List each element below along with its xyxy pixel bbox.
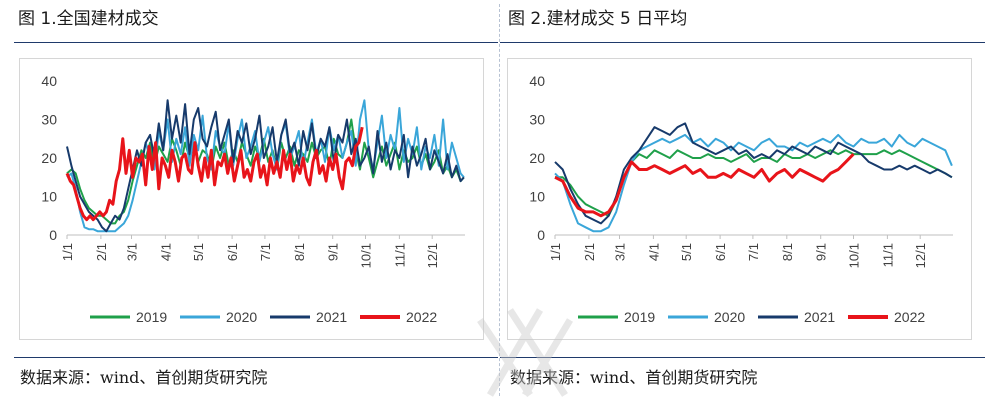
panel-1-source-rule — [14, 357, 498, 358]
y-tick-label: 40 — [529, 73, 545, 89]
x-tick-label: 6/1 — [713, 243, 728, 261]
y-tick-label: 10 — [529, 189, 545, 205]
x-tick-label: 6/1 — [225, 243, 240, 261]
x-tick-label: 4/1 — [646, 243, 661, 261]
x-tick-label: 11/1 — [392, 243, 407, 267]
x-tick-label: 5/1 — [679, 243, 694, 261]
y-tick-label: 0 — [537, 227, 545, 243]
panel-2-source-rule — [500, 357, 985, 358]
panel-1-top-rule — [14, 42, 498, 43]
series-line-2020 — [554, 133, 953, 233]
x-tick-label: 2/1 — [582, 243, 597, 261]
panel-2-source: 数据来源：wind、首创期货研究院 — [510, 368, 758, 387]
y-tick-label: 40 — [41, 73, 57, 89]
x-tick-label: 1/1 — [548, 243, 563, 261]
x-tick-label: 1/1 — [60, 243, 75, 261]
x-tick-label: 10/1 — [847, 243, 862, 268]
series-line-2021 — [554, 122, 953, 225]
y-tick-label: 30 — [529, 112, 545, 128]
y-tick-label: 20 — [529, 150, 545, 166]
legend-label-2020: 2020 — [226, 309, 257, 325]
x-tick-label: 5/1 — [191, 243, 206, 261]
x-tick-label: 12/1 — [425, 243, 440, 268]
legend-label-2022: 2022 — [894, 309, 925, 325]
x-tick-label: 8/1 — [292, 243, 307, 261]
x-tick-label: 10/1 — [359, 243, 374, 268]
panel-1-source: 数据来源：wind、首创期货研究院 — [20, 368, 268, 387]
legend-label-2019: 2019 — [624, 309, 655, 325]
series-line-2020 — [66, 99, 465, 233]
chart-2-svg: 0 10 20 30 40 1/1 2/1 3/1 4/1 5/1 6/1 7/1 8/1 9/1 10/1… — [529, 73, 953, 325]
legend-label-2021: 2021 — [316, 309, 347, 325]
x-tick-label: 3/1 — [613, 243, 628, 261]
chart-2-frame: 0 10 20 30 40 1/1 2/1 3/1 4/1 5/1 6/1 7/1 8/1 9/1 10/1… — [507, 58, 972, 340]
x-tick-label: 9/1 — [814, 243, 829, 261]
chart-1-frame: 0 10 20 30 40 1/1 2/1 3/1 4/1 5/1 6/1 7/1 8/1 9/1 10/1… — [19, 58, 484, 340]
x-tick-label: 2/1 — [94, 243, 109, 261]
y-tick-label: 10 — [41, 189, 57, 205]
x-tick-label: 8/1 — [780, 243, 795, 261]
panel-separator — [499, 4, 500, 396]
series-line-2019 — [555, 149, 953, 217]
legend-label-2022: 2022 — [406, 309, 437, 325]
x-tick-label: 4/1 — [158, 243, 173, 261]
x-tick-label: 9/1 — [326, 243, 341, 261]
chart-1-svg: 0 10 20 30 40 1/1 2/1 3/1 4/1 5/1 6/1 7/1 8/1 9/1 10/1… — [41, 73, 465, 325]
y-tick-label: 20 — [41, 150, 57, 166]
legend-label-2019: 2019 — [136, 309, 167, 325]
panel-2-top-rule — [500, 42, 985, 43]
legend-label-2021: 2021 — [804, 309, 835, 325]
series-line-2022 — [554, 153, 855, 218]
x-tick-label: 7/1 — [746, 243, 761, 261]
watermark-logo — [477, 308, 574, 397]
x-tick-label: 3/1 — [125, 243, 140, 261]
panel-2-title: 图 2.建材成交 5 日平均 — [508, 9, 688, 29]
legend-label-2020: 2020 — [714, 309, 745, 325]
x-tick-label: 7/1 — [258, 243, 273, 261]
y-tick-label: 0 — [49, 227, 57, 243]
series-line-2022 — [65, 126, 364, 222]
y-tick-label: 30 — [41, 112, 57, 128]
x-tick-label: 12/1 — [913, 243, 928, 268]
panel-1-title: 图 1.全国建材成交 — [18, 9, 159, 29]
x-tick-label: 11/1 — [880, 243, 895, 267]
